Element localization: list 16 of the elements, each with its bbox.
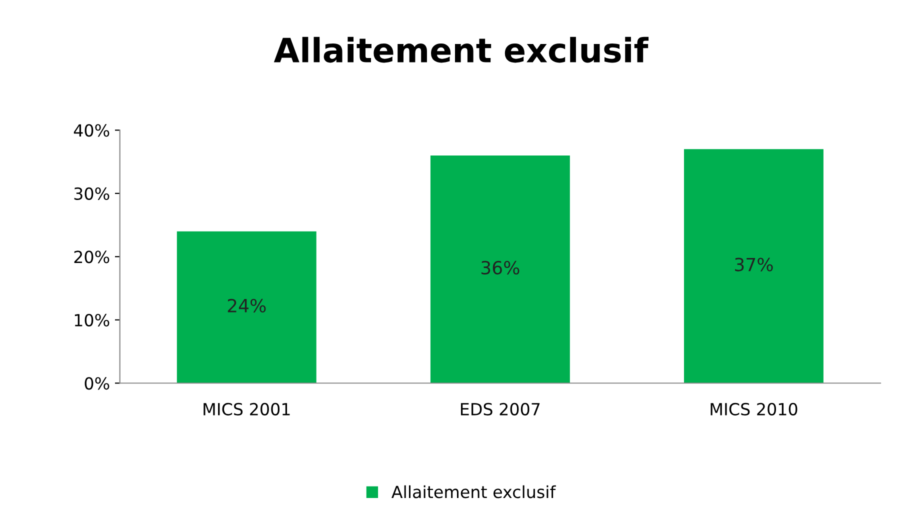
x-tick-label: MICS 2001 [204,402,290,416]
x-tick-label: EDS 2007 [460,402,540,416]
x-tick-label: MICS 2010 [710,402,798,416]
chart-title: Allaitement exclusif [274,36,649,63]
data-label: 24% [228,298,266,312]
y-tick-label: 10% [74,314,110,326]
bar [176,231,316,384]
y-tick-label: 20% [74,250,110,264]
bar [684,149,824,384]
data-label: 36% [481,260,520,275]
bar [430,155,570,384]
y-tick-label: 0% [84,377,110,390]
y-tick-label: 40% [74,124,110,137]
y-tick-label: 30% [74,187,110,200]
legend-label: Allaitement exclusif [392,485,556,498]
data-label: 37% [735,258,773,272]
